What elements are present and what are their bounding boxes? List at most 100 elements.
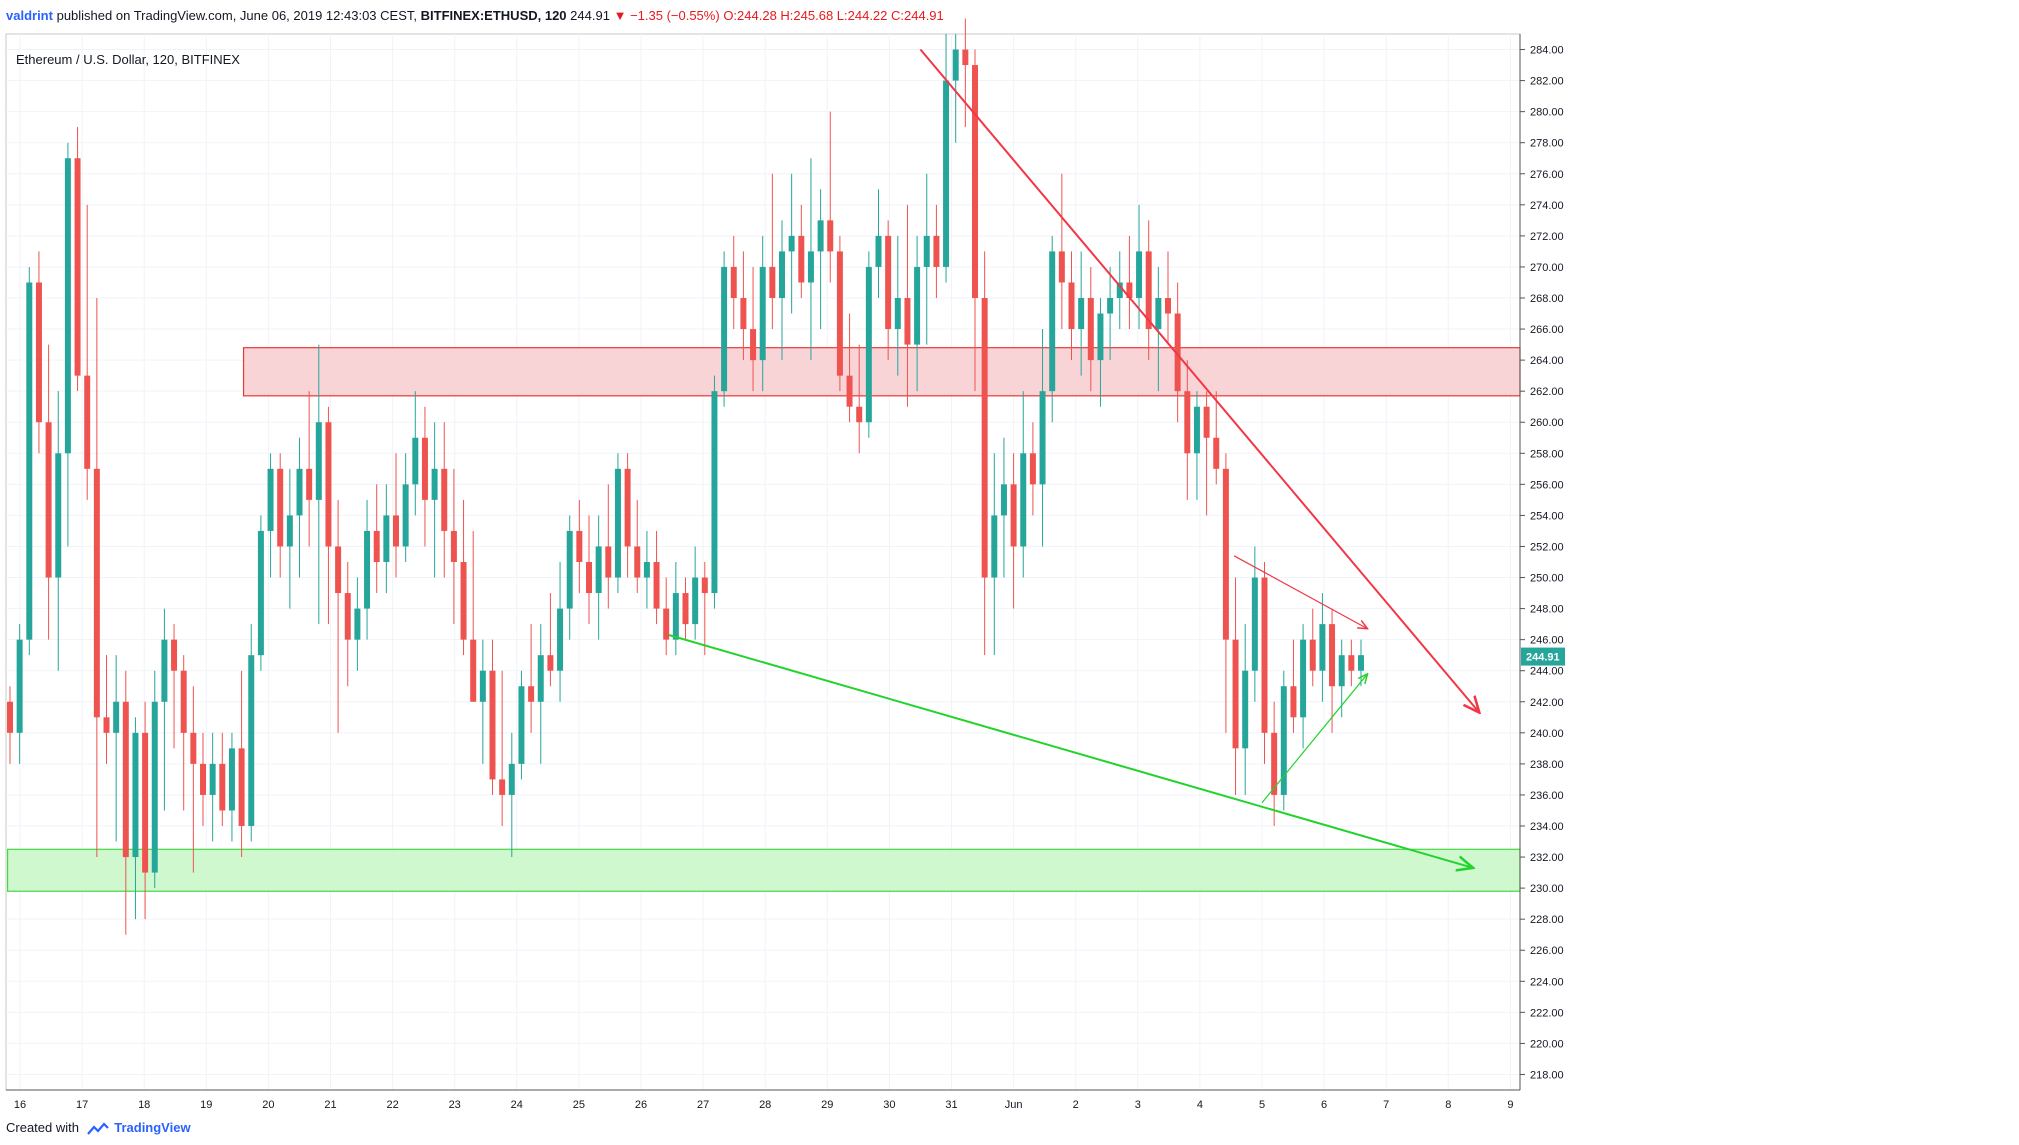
- tradingview-logo-icon: [86, 1121, 109, 1135]
- y-tick-label: 218.00: [1530, 1069, 1564, 1081]
- candle: [836, 235, 843, 392]
- candle-body: [1145, 251, 1152, 330]
- candle-body: [1193, 406, 1200, 454]
- y-tick-label: 230.00: [1530, 883, 1564, 895]
- candle-body: [1203, 406, 1210, 438]
- candle: [943, 34, 950, 283]
- x-tick-label: 25: [573, 1099, 585, 1111]
- candle: [306, 391, 313, 547]
- candle-body: [663, 608, 670, 640]
- candle: [470, 530, 477, 702]
- candle: [45, 344, 52, 640]
- candle: [441, 422, 448, 578]
- y-tick-label: 250.00: [1530, 573, 1564, 585]
- candle: [1222, 453, 1229, 733]
- tradingview-brand[interactable]: TradingView: [114, 1120, 191, 1135]
- candle-body: [856, 406, 863, 423]
- candle-body: [817, 220, 824, 252]
- candle-body: [827, 220, 834, 252]
- candle: [663, 577, 670, 656]
- candle-body: [682, 593, 689, 625]
- candle-body: [904, 298, 911, 345]
- y-tick-label: 266.00: [1530, 324, 1564, 336]
- chart-header: valdrint published on TradingView.com, J…: [6, 8, 944, 23]
- candle: [991, 453, 998, 656]
- y-tick-label: 272.00: [1530, 231, 1564, 243]
- candle-body: [1222, 468, 1229, 640]
- candle: [364, 499, 371, 640]
- candle-body: [450, 530, 457, 562]
- candle-body: [200, 763, 206, 795]
- candle: [26, 266, 33, 656]
- candle-body: [335, 546, 342, 594]
- price-change: −1.35 (−0.55%): [630, 8, 720, 23]
- candle-body: [528, 686, 535, 702]
- y-tick-label: 268.00: [1530, 293, 1564, 305]
- symbol-label: BITFINEX:ETHUSD, 120: [420, 8, 567, 23]
- candle-body: [933, 235, 940, 267]
- candle-body: [315, 422, 322, 500]
- candle-body: [325, 422, 332, 547]
- candle: [914, 235, 921, 392]
- candle: [1271, 701, 1278, 826]
- y-tick-label: 232.00: [1530, 852, 1564, 864]
- y-tick-label: 282.00: [1530, 76, 1564, 88]
- candle-body: [64, 158, 71, 454]
- red-trendline: [919, 48, 1479, 713]
- candle-body: [1232, 639, 1239, 749]
- x-tick-label: 8: [1445, 1099, 1451, 1111]
- candle-body: [1319, 624, 1326, 671]
- y-tick-label: 236.00: [1530, 790, 1564, 802]
- candle-body: [1242, 670, 1249, 749]
- x-tick-label: 29: [821, 1099, 833, 1111]
- y-tick-label: 242.00: [1530, 697, 1564, 709]
- candle-body: [557, 608, 564, 671]
- candle-body: [605, 546, 612, 578]
- x-tick-label: 7: [1383, 1099, 1389, 1111]
- candle: [161, 608, 168, 811]
- candle: [132, 717, 139, 920]
- x-tick-label: 21: [324, 1099, 336, 1111]
- y-tick-label: 280.00: [1530, 107, 1564, 119]
- x-tick-label: 4: [1197, 1099, 1203, 1111]
- candle: [1039, 329, 1046, 547]
- candle-body: [614, 468, 621, 578]
- author-name[interactable]: valdrint: [6, 8, 53, 23]
- candle-body: [894, 298, 901, 330]
- candle: [605, 484, 612, 609]
- chart-legend-title: Ethereum / U.S. Dollar, 120, BITFINEX: [16, 52, 240, 67]
- candle: [798, 204, 805, 298]
- y-tick-label: 278.00: [1530, 138, 1564, 150]
- green-trendline: [1261, 674, 1368, 804]
- candle: [1300, 624, 1307, 749]
- candle: [151, 670, 158, 889]
- candle: [171, 624, 178, 749]
- candle: [1338, 639, 1345, 718]
- y-tick-label: 240.00: [1530, 728, 1564, 740]
- candle: [730, 235, 737, 330]
- candle-body: [576, 530, 583, 562]
- candle: [1309, 608, 1316, 687]
- y-tick-label: 222.00: [1530, 1007, 1564, 1019]
- x-tick-label: 18: [138, 1099, 150, 1111]
- candle-body: [1261, 577, 1268, 733]
- candle: [1116, 251, 1123, 330]
- candle: [219, 732, 226, 826]
- candle-body: [1058, 251, 1065, 283]
- y-tick-label: 264.00: [1530, 355, 1564, 367]
- candle-body: [798, 235, 805, 283]
- candle: [817, 189, 824, 330]
- candle-body: [1000, 484, 1007, 516]
- last-price-badge: [1521, 647, 1565, 666]
- candle: [1078, 251, 1085, 376]
- y-tick-label: 252.00: [1530, 541, 1564, 553]
- candle: [952, 34, 959, 143]
- candle: [1319, 593, 1326, 702]
- y-tick-label: 284.00: [1530, 45, 1564, 57]
- candle: [576, 499, 583, 594]
- candle: [1232, 577, 1239, 795]
- y-tick-label: 238.00: [1530, 759, 1564, 771]
- candle-body: [267, 468, 274, 531]
- candle-body: [55, 453, 62, 578]
